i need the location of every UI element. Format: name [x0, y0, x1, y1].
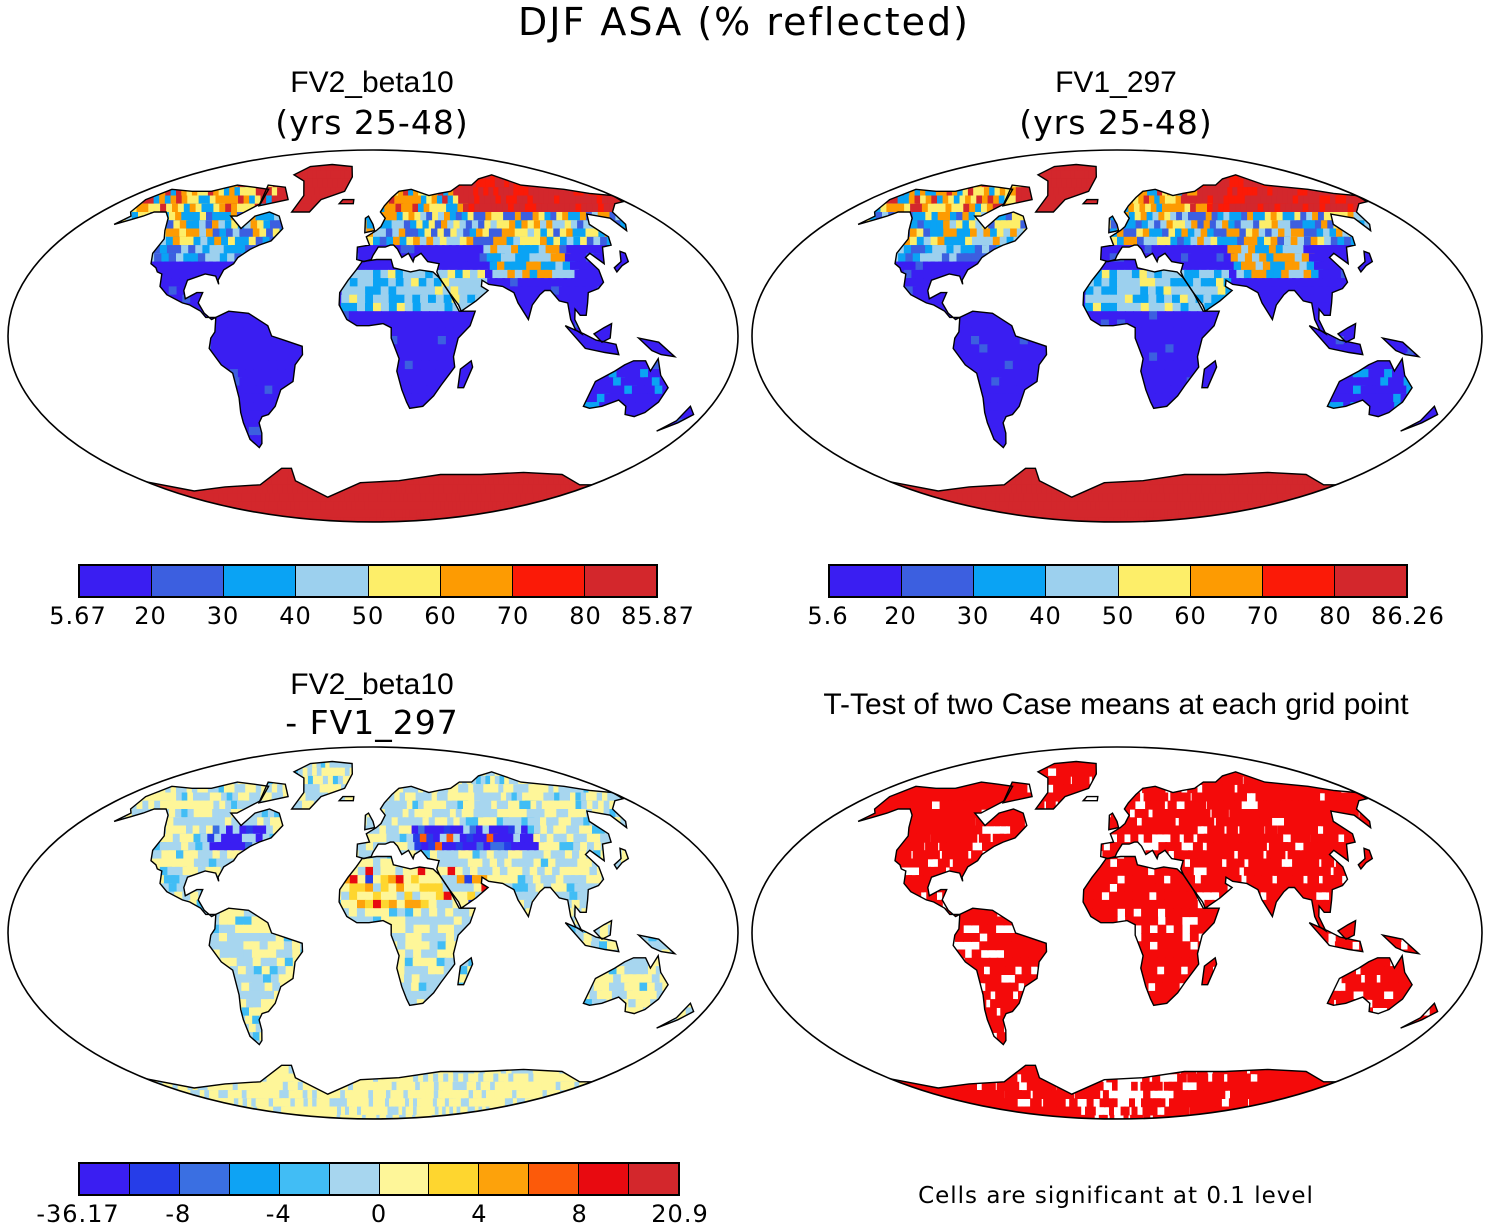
colorbar-tick-label: 70 [497, 602, 530, 630]
colorbar-swatch [224, 566, 296, 596]
colorbar-swatch [830, 566, 902, 596]
colorbar-tick-label: 80 [569, 602, 602, 630]
colorbar-swatch [230, 1164, 280, 1194]
map-outline [752, 747, 1482, 1119]
colorbar-swatch [1335, 566, 1406, 596]
colorbar-tick-label: 30 [207, 602, 240, 630]
colorbar-tick-label: 85.87 [621, 602, 695, 630]
figure-title: DJF ASA (% reflected) [0, 0, 1488, 44]
colorbar-tick-label: 20.9 [651, 1200, 708, 1228]
panel-subtitle-top-left: (yrs 25-48) [0, 103, 744, 142]
colorbar-swatch [80, 1164, 130, 1194]
colorbar-swatch [429, 1164, 479, 1194]
colorbar-swatch [330, 1164, 380, 1194]
colorbar-tick-label: 4 [471, 1200, 487, 1228]
map-top-right [750, 148, 1484, 524]
colorbar-swatch [585, 566, 656, 596]
colorbar-tick-label: 0 [371, 1200, 387, 1228]
panel-title-top-right: FV1_297 [744, 66, 1488, 100]
colorbar-swatch [280, 1164, 330, 1194]
colorbar-tick-label: 80 [1319, 602, 1352, 630]
colorbar-tick-label: 86.26 [1371, 602, 1445, 630]
panel-title-top-left: FV2_beta10 [0, 66, 744, 100]
map-outline [8, 747, 738, 1119]
colorbar-bottom-left [78, 1162, 680, 1196]
colorbar-tick-label: 50 [352, 602, 385, 630]
colorbar-swatch [1191, 566, 1263, 596]
colorbar-swatch [1046, 566, 1118, 596]
colorbar-tick-label: 20 [134, 602, 167, 630]
map-bottom-right [750, 745, 1484, 1121]
colorbar-top-right [828, 564, 1408, 598]
colorbar-swatch [80, 566, 152, 596]
colorbar-swatch [513, 566, 585, 596]
panel-title-bottom-left: FV2_beta10 [0, 668, 744, 702]
colorbar-tick-label: 40 [279, 602, 312, 630]
significance-note: Cells are significant at 0.1 level [744, 1183, 1488, 1209]
colorbar-swatch [529, 1164, 579, 1194]
panel-title-bottom-right: T-Test of two Case means at each grid po… [744, 688, 1488, 722]
map-outline [752, 150, 1482, 522]
colorbar-tick-label: -4 [266, 1200, 292, 1228]
colorbar-tick-label: 8 [572, 1200, 588, 1228]
colorbar-swatch [180, 1164, 230, 1194]
colorbar-swatch [1263, 566, 1335, 596]
map-bottom-left [6, 745, 740, 1121]
colorbar-tick-label: 50 [1102, 602, 1135, 630]
colorbar-tick-label: 60 [424, 602, 457, 630]
colorbar-tick-label: 5.6 [807, 602, 848, 630]
colorbar-swatch [441, 566, 513, 596]
colorbar-swatch [130, 1164, 180, 1194]
colorbar-swatch [902, 566, 974, 596]
colorbar-tick-label: 5.67 [49, 602, 106, 630]
colorbar-tick-label: -36.17 [36, 1200, 119, 1228]
colorbar-top-left [78, 564, 658, 598]
colorbar-tick-label: 40 [1029, 602, 1062, 630]
panel-subtitle-top-right: (yrs 25-48) [744, 103, 1488, 142]
colorbar-swatch [579, 1164, 629, 1194]
panel-subtitle-bottom-left: - FV1_297 [0, 703, 744, 742]
colorbar-tick-label: 30 [957, 602, 990, 630]
colorbar-swatch [380, 1164, 430, 1194]
colorbar-swatch [974, 566, 1046, 596]
colorbar-swatch [296, 566, 368, 596]
colorbar-tick-label: 20 [884, 602, 917, 630]
colorbar-tick-label: 70 [1247, 602, 1280, 630]
colorbar-tick-label: 60 [1174, 602, 1207, 630]
colorbar-swatch [479, 1164, 529, 1194]
map-top-left [6, 148, 740, 524]
map-outline [8, 150, 738, 522]
colorbar-swatch [629, 1164, 678, 1194]
colorbar-swatch [152, 566, 224, 596]
colorbar-tick-label: -8 [165, 1200, 191, 1228]
colorbar-swatch [1119, 566, 1191, 596]
colorbar-swatch [369, 566, 441, 596]
